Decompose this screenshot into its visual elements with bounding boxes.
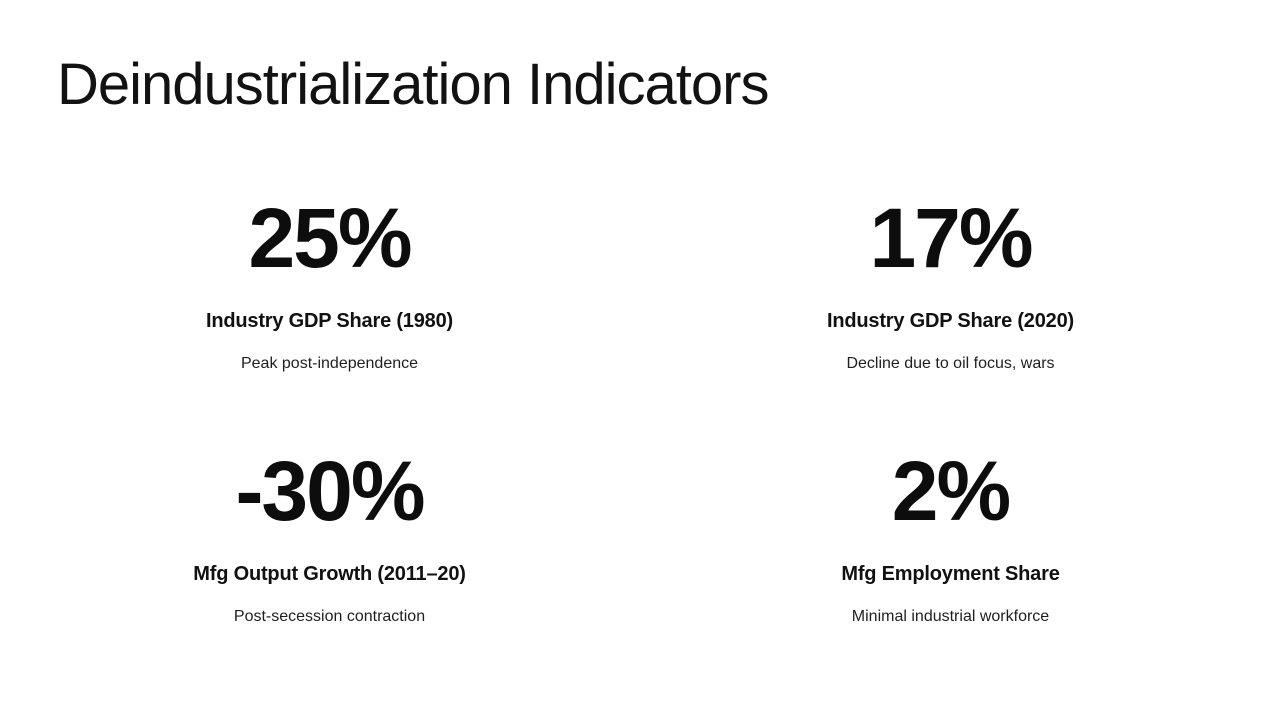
stat-card-industry-gdp-2020: 17% Industry GDP Share (2020) Decline du… (640, 196, 1261, 375)
stat-label: Mfg Output Growth (2011–20) (193, 562, 466, 585)
stat-label: Industry GDP Share (2020) (827, 310, 1074, 332)
stat-description: Minimal industrial workforce (851, 607, 1050, 625)
stat-value: 25% (248, 191, 412, 285)
stat-value: -30% (235, 443, 425, 538)
stat-description: Post-secession contraction (233, 607, 426, 625)
stat-label: Industry GDP Share (1980) (206, 310, 453, 332)
stat-value: 17% (869, 191, 1033, 285)
stat-card-industry-gdp-1980: 25% Industry GDP Share (1980) Peak post-… (19, 196, 640, 375)
stats-grid: 25% Industry GDP Share (1980) Peak post-… (19, 196, 1261, 628)
stat-label: Mfg Employment Share (841, 562, 1060, 585)
stat-description: Peak post-independence (240, 355, 419, 372)
stat-description: Decline due to oil focus, wars (846, 355, 1055, 372)
stat-card-mfg-employment-share: 2% Mfg Employment Share Minimal industri… (640, 449, 1261, 628)
slide-title: Deindustrialization Indicators (57, 52, 769, 117)
stat-value: 2% (891, 443, 1011, 538)
stat-card-mfg-output-growth: -30% Mfg Output Growth (2011–20) Post-se… (19, 449, 640, 628)
